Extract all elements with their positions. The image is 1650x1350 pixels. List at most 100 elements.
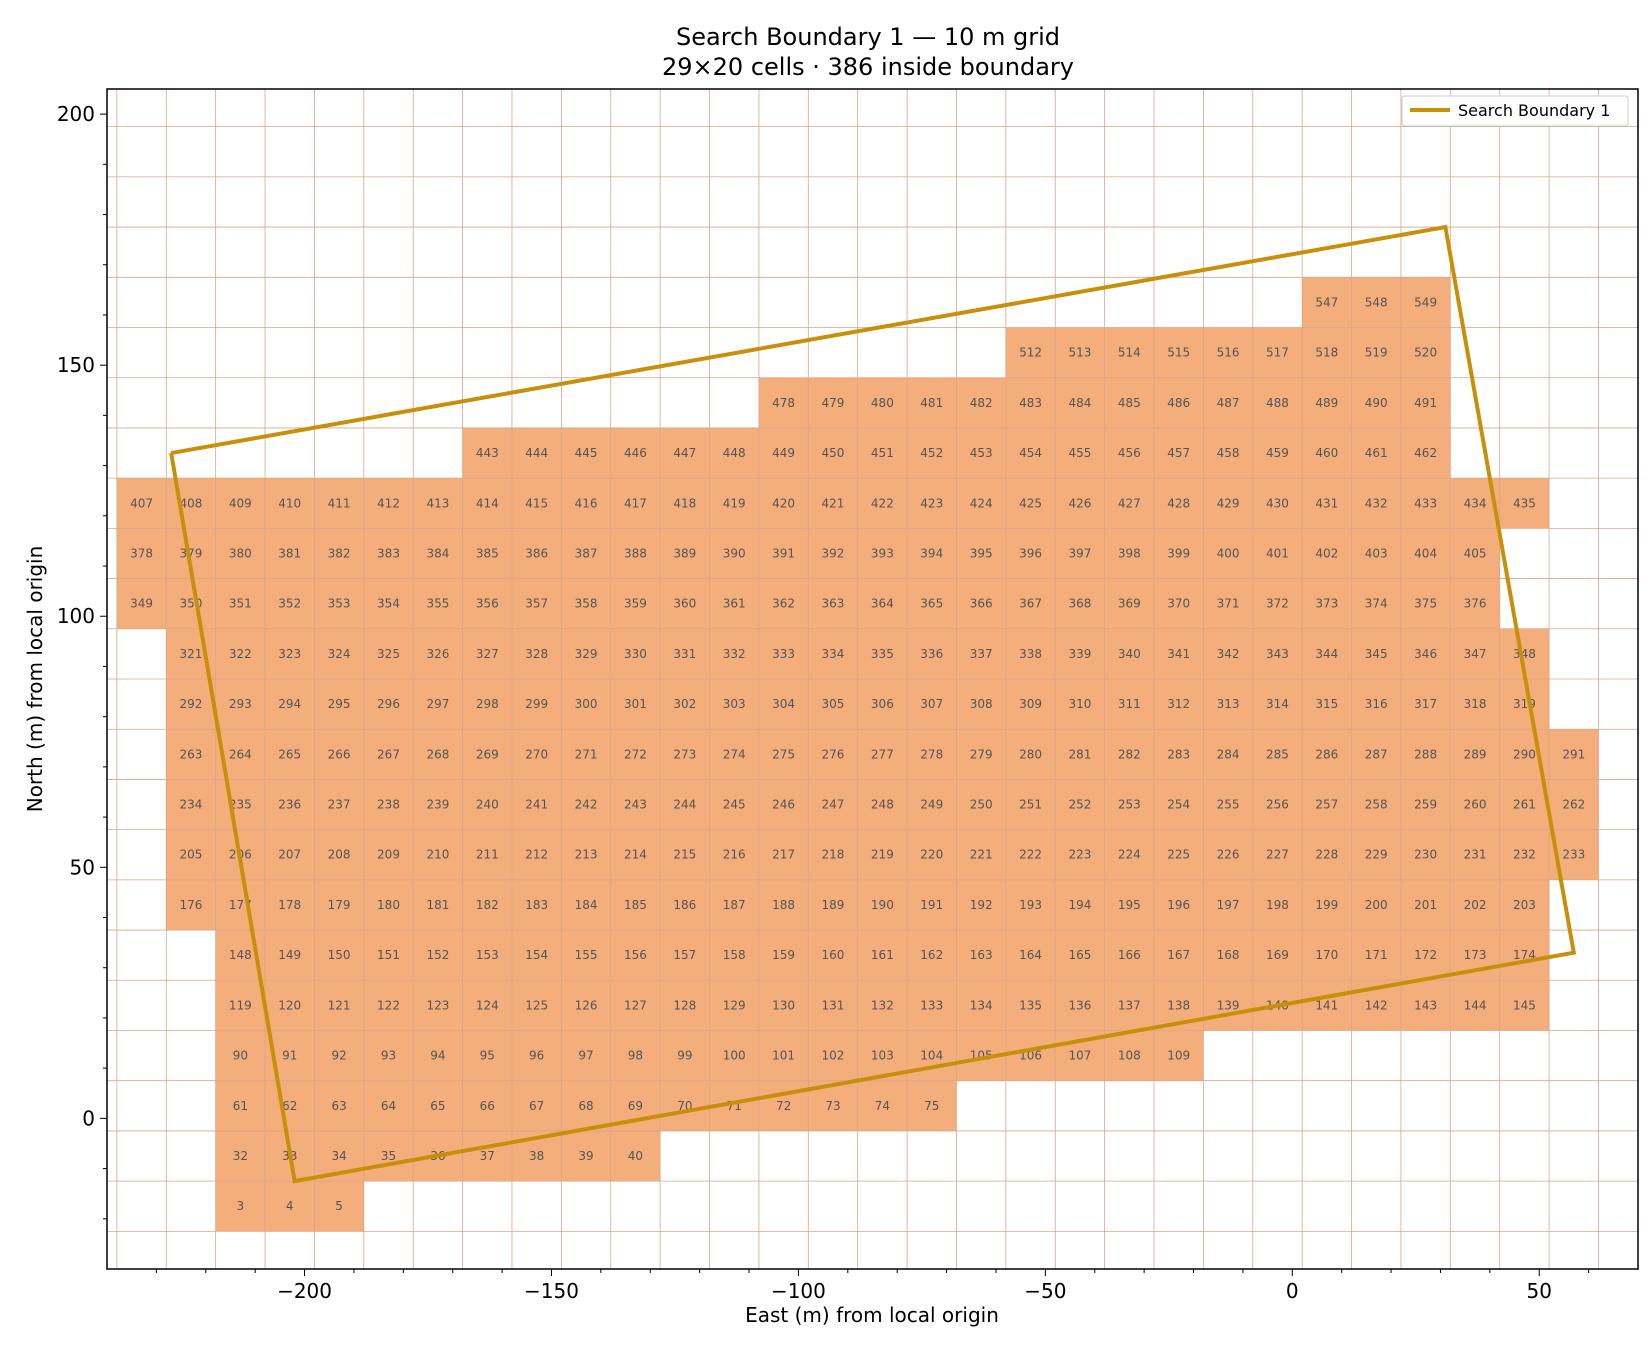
grid-cell [610, 427, 661, 479]
cell-number: 325 [377, 647, 400, 661]
cell-number: 315 [1315, 697, 1338, 711]
grid-cell [1055, 980, 1105, 1031]
cell-number: 132 [871, 998, 894, 1012]
cell-number: 139 [1217, 998, 1240, 1012]
boundary-line [169, 224, 1577, 1184]
cell-number: 484 [1068, 396, 1091, 410]
cell-number: 101 [772, 1049, 795, 1063]
cell-number: 37 [480, 1149, 495, 1163]
grid-cell [1400, 628, 1451, 679]
grid-cell [1154, 478, 1204, 529]
cell-number: 95 [480, 1049, 495, 1063]
grid-cell [1351, 779, 1401, 830]
grid-cell [1104, 427, 1155, 479]
grid-cell [956, 377, 1006, 428]
grid-cell [857, 779, 908, 830]
cell-number: 104 [920, 1049, 943, 1063]
grid-cell [1154, 628, 1204, 679]
grid-cell [1400, 478, 1451, 529]
cell-number: 172 [1414, 948, 1437, 962]
cell-number: 415 [525, 496, 548, 510]
grid-cell [1252, 829, 1303, 880]
cell-number: 420 [772, 496, 795, 510]
cell-number: 66 [480, 1099, 495, 1113]
grid-cell [413, 829, 463, 880]
grid-cell [1203, 478, 1253, 529]
grid-cell [363, 829, 414, 880]
cell-number: 163 [970, 948, 993, 962]
cell-number: 369 [1118, 597, 1141, 611]
grid-cell [511, 478, 562, 529]
grid-cell [1400, 528, 1451, 579]
grid-cell [758, 980, 809, 1031]
grid-cell [1203, 377, 1253, 428]
cell-number: 347 [1464, 647, 1487, 661]
search-boundary [169, 224, 1577, 1184]
cell-number: 379 [180, 546, 203, 560]
grid-cell [1005, 578, 1056, 629]
grid-cell [758, 829, 809, 880]
cell-number: 248 [871, 798, 894, 812]
cell-number: 481 [920, 396, 943, 410]
grid-cell [1499, 829, 1550, 880]
cell-number: 257 [1315, 798, 1338, 812]
cell-number: 108 [1118, 1049, 1141, 1063]
cell-number: 188 [772, 898, 795, 912]
grid-cell [413, 779, 463, 830]
grid-cell [511, 1030, 562, 1081]
grid-cell [956, 829, 1006, 880]
cell-number: 149 [278, 948, 301, 962]
cell-number: 322 [229, 647, 252, 661]
grid-cell [1055, 679, 1105, 730]
cell-number: 407 [130, 496, 153, 510]
grid-cell [1302, 729, 1352, 780]
cell-number: 404 [1414, 546, 1437, 560]
grid-cell [1203, 779, 1253, 830]
grid-cell [808, 478, 858, 529]
grid-cell [363, 930, 414, 981]
cell-number: 144 [1464, 998, 1487, 1012]
grid-cell [660, 427, 710, 479]
cell-number: 196 [1167, 898, 1190, 912]
cell-number: 202 [1464, 898, 1487, 912]
cell-number: 216 [723, 848, 746, 862]
cell-number: 366 [970, 597, 993, 611]
cell-number: 482 [970, 396, 993, 410]
legend: Search Boundary 1 [1401, 95, 1629, 127]
cell-number: 385 [476, 546, 499, 560]
grid-cell [1252, 327, 1303, 378]
grid-cell [1499, 478, 1550, 529]
cell-number: 417 [624, 496, 647, 510]
cell-number: 312 [1167, 697, 1190, 711]
cell-number: 517 [1266, 346, 1289, 360]
cell-number: 255 [1217, 798, 1240, 812]
cell-number: 383 [377, 546, 400, 560]
grid-cell [265, 478, 315, 529]
grid-cell [808, 829, 858, 880]
grid-cell [1302, 528, 1352, 579]
grid-cell [709, 1030, 759, 1081]
cell-number: 380 [229, 546, 252, 560]
grid-cell [215, 1130, 266, 1182]
cell-number: 259 [1414, 798, 1437, 812]
cell-number: 392 [822, 546, 845, 560]
grid-cell [1005, 930, 1056, 981]
cell-number: 445 [575, 446, 598, 460]
grid-cell [1252, 478, 1303, 529]
grid-cell [857, 628, 908, 679]
grid-cell [1400, 578, 1451, 629]
grid-cell [462, 1130, 512, 1182]
x-axis-label: East (m) from local origin [745, 1303, 999, 1327]
grid-cell [413, 679, 463, 730]
cell-number: 265 [278, 747, 301, 761]
cell-number: 193 [1019, 898, 1042, 912]
grid-cell [907, 528, 957, 579]
cell-number: 356 [476, 597, 499, 611]
grid-cell [215, 1030, 266, 1081]
grid-cell [709, 729, 759, 780]
cell-number: 203 [1513, 898, 1536, 912]
cell-number: 308 [970, 697, 993, 711]
grid-cell [1302, 427, 1352, 479]
grid-cell [1450, 729, 1500, 780]
cell-number: 398 [1118, 546, 1141, 560]
